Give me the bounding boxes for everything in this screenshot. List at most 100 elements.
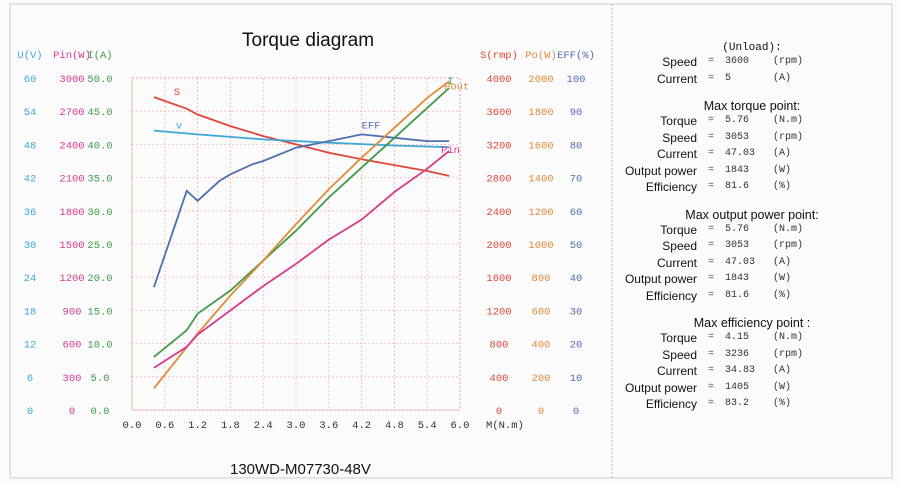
summary-row: Torque = 4.15 (N.m) (612, 330, 892, 347)
summary-value: 34.83 (725, 365, 756, 376)
summary-eq: = (707, 273, 714, 284)
right-axis-tick: 3200 (486, 140, 511, 152)
summary-label: Torque (660, 114, 697, 128)
left-axis-tick: 900 (63, 306, 82, 318)
right-axis-tick: 80 (570, 140, 583, 152)
summary-label: Output power (624, 163, 697, 178)
left-axis-tick: 1800 (59, 207, 84, 219)
summary-eq: = (707, 398, 714, 409)
left-axis-tick: 18 (24, 306, 37, 318)
summary-row: Torque = 5.76 (N.m) (612, 222, 892, 239)
summary-value: 47.03 (725, 148, 756, 159)
x-tick-label: 1.2 (188, 420, 207, 432)
right-axis-title: EFF(%) (557, 50, 595, 62)
summary-eq: = (707, 348, 714, 360)
left-axis-tick: 54 (24, 107, 37, 119)
summary-eq: = (707, 181, 714, 192)
summary-value: 3236 (725, 348, 750, 360)
summary-eq: = (707, 148, 714, 159)
series-line-pout (153, 80, 450, 389)
right-axis-tick: 0 (573, 406, 579, 418)
summary-panel: (Unload): Speed = 3600 (rpm) Current = 5 (A) Max … (612, 42, 892, 413)
summary-label: Speed (662, 347, 697, 362)
left-axis-tick: 2400 (59, 140, 84, 152)
right-axis-tick: 50 (570, 240, 583, 252)
left-axis-tick: 0.0 (91, 406, 110, 418)
left-axis-tick: 48 (24, 140, 37, 152)
summary-eq: = (707, 72, 714, 84)
right-axis-tick: 1800 (528, 107, 553, 119)
summary-label: Torque (660, 331, 697, 345)
left-axis-title: Pin(W) (53, 50, 91, 62)
summary-row: Speed = 3053 (rpm) (612, 130, 892, 147)
left-axis-tick: 6 (27, 373, 33, 385)
left-axis-tick: 60 (24, 74, 37, 86)
summary-row: Current = 34.83 (A) (612, 363, 892, 380)
series-label-pin: Pin (441, 145, 460, 157)
summary-unit: (A) (773, 148, 792, 159)
summary-row: Current = 5 (A) (612, 71, 892, 88)
series-line-s (153, 96, 450, 177)
x-tick-label: 4.8 (385, 420, 404, 432)
left-axis-tick: 600 (63, 340, 82, 352)
summary-section-title: (Unload): (722, 42, 782, 54)
left-axis-tick: 25.0 (87, 240, 112, 252)
left-axis-tick: 2100 (59, 174, 84, 186)
series-label-s: S (174, 87, 180, 99)
summary-unit: (%) (773, 398, 792, 409)
left-axis-tick: 45.0 (87, 107, 112, 119)
right-axis-title: S(rmp) (480, 50, 518, 62)
right-axis-title: Po(W) (525, 50, 557, 62)
right-axis-tick: 1200 (528, 207, 553, 219)
x-tick-label: 4.2 (352, 420, 371, 432)
summary-row: Output power = 1843 (W) (612, 163, 892, 180)
x-tick-label: 0.6 (155, 420, 174, 432)
x-tick-label: 2.4 (254, 420, 273, 432)
summary-row: Efficiency = 81.6 (%) (612, 179, 892, 196)
series-label-eff: EFF (362, 120, 381, 132)
summary-value: 47.03 (725, 256, 756, 268)
left-axis-tick: 36 (24, 207, 37, 219)
left-axis-tick: 24 (24, 273, 37, 285)
left-axis-tick: 1200 (59, 273, 84, 285)
summary-label: Efficiency (645, 180, 697, 194)
x-axis-label: M(N.m) (486, 420, 524, 432)
summary-row: Output power = 1843 (W) (612, 271, 892, 288)
summary-section-title: Max output power point: (685, 207, 819, 222)
left-axis-tick: 30.0 (87, 207, 112, 219)
series-label-i: I (447, 76, 453, 88)
right-axis-tick: 60 (570, 207, 583, 219)
x-tick-label: 5.4 (418, 420, 437, 432)
summary-eq: = (707, 240, 714, 251)
series-line-i (153, 87, 450, 358)
right-axis-tick: 1600 (486, 273, 511, 285)
right-axis-tick: 70 (570, 174, 583, 186)
summary-value: 3600 (725, 56, 750, 67)
summary-row: Efficiency = 81.6 (%) (612, 288, 892, 305)
summary-row: Current = 47.03 (A) (612, 146, 892, 163)
summary-eq: = (707, 164, 714, 176)
summary-unit: (N.m) (773, 115, 804, 126)
summary-value: 5 (725, 72, 732, 84)
right-axis-tick: 2000 (528, 74, 553, 86)
summary-unit: (N.m) (773, 223, 804, 235)
summary-eq: = (707, 289, 714, 301)
summary-label: Current (656, 147, 697, 161)
summary-eq: = (707, 56, 714, 67)
right-axis-tick: 10 (570, 373, 583, 385)
left-axis-tick: 1500 (59, 240, 84, 252)
left-axis-tick: 5.0 (91, 373, 110, 385)
right-axis-tick: 2800 (486, 174, 511, 186)
summary-unit: (A) (773, 72, 792, 84)
summary-eq: = (707, 223, 714, 235)
summary-label: Speed (662, 55, 697, 69)
summary-label: Speed (662, 130, 697, 145)
series-label-u: v (176, 121, 182, 133)
summary-unit: (N.m) (773, 332, 804, 343)
summary-section-title: Max torque point: (703, 99, 801, 113)
x-tick-label: 6.0 (451, 420, 470, 432)
right-axis-tick: 0 (538, 406, 544, 418)
summary-row: Current = 47.03 (A) (612, 255, 892, 272)
left-axis-tick: 15.0 (87, 306, 112, 318)
